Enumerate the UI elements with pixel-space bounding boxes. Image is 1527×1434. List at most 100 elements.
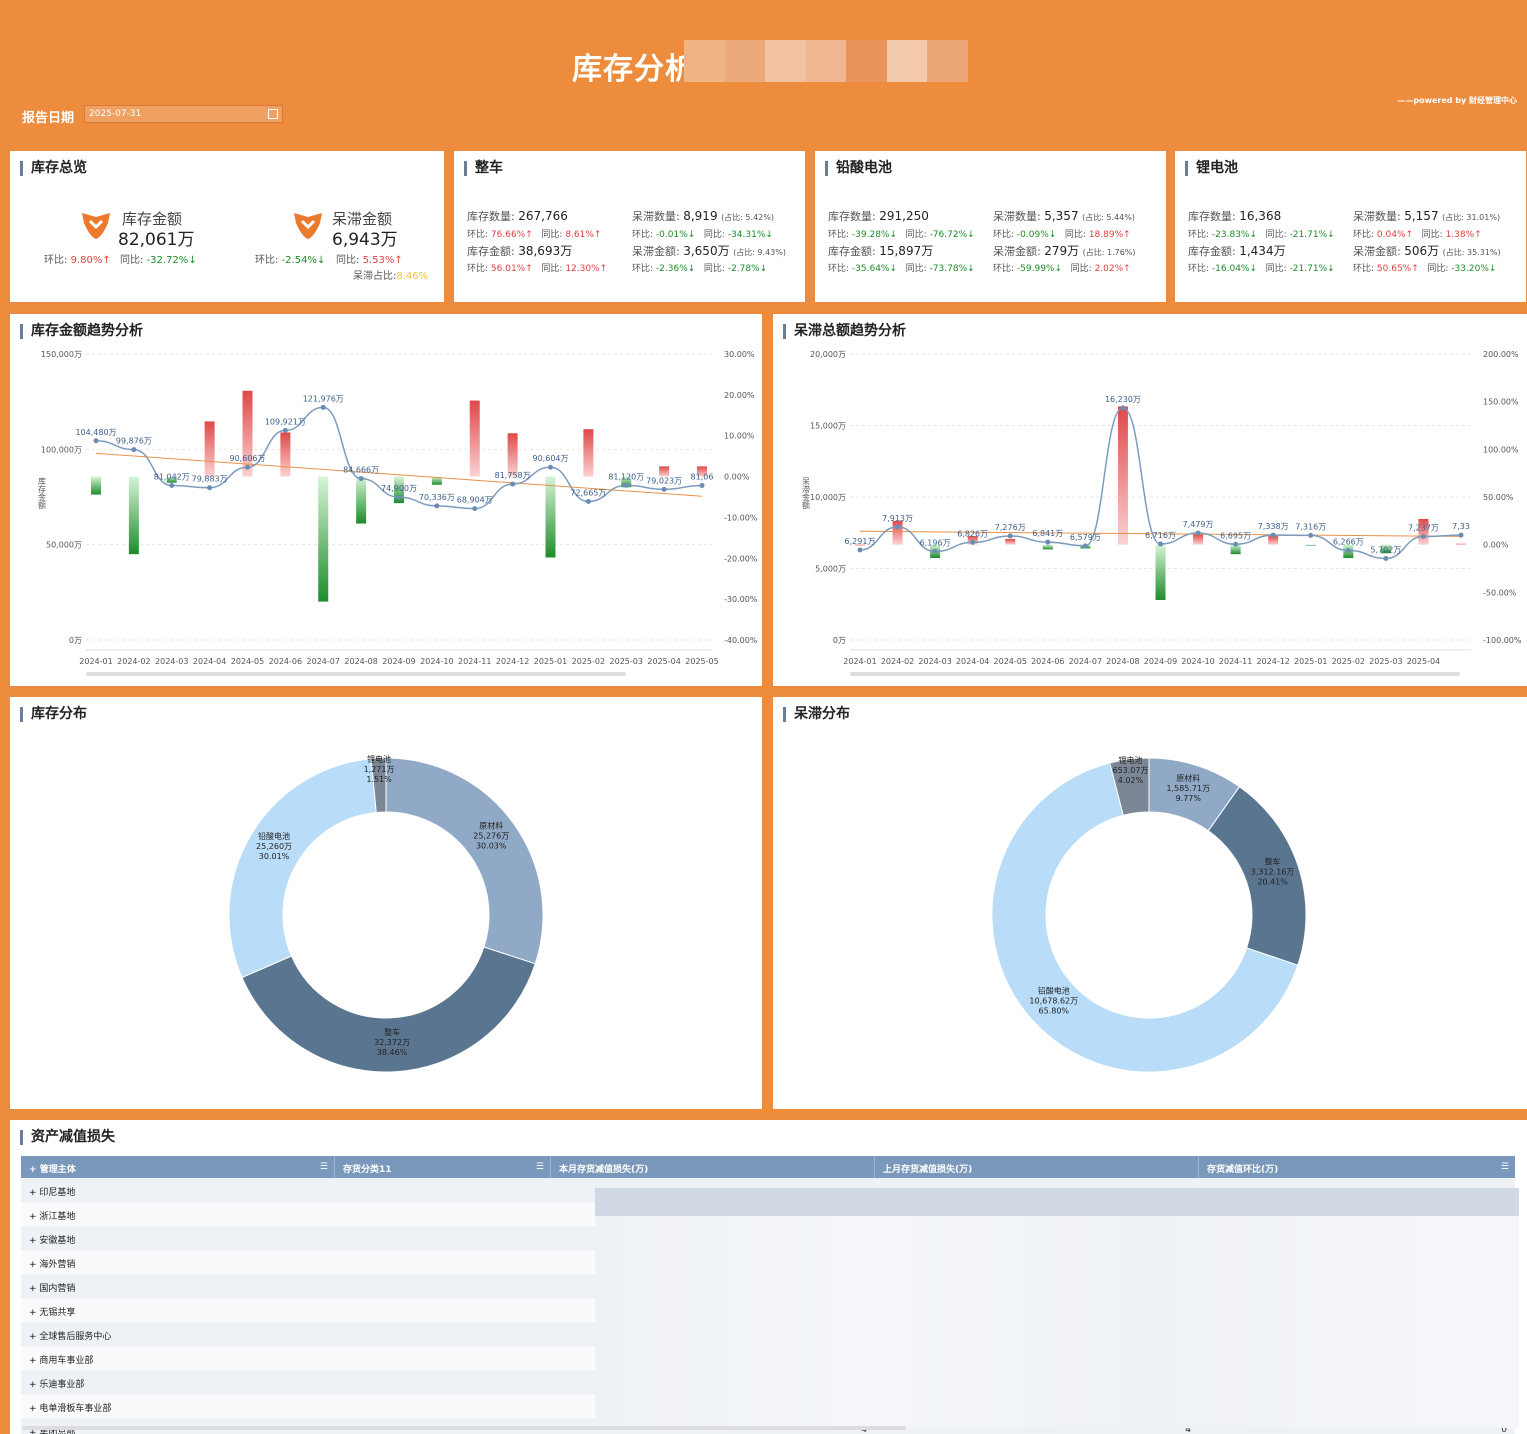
expand-icon[interactable]: + <box>29 1212 37 1222</box>
mom-bar[interactable] <box>1230 544 1241 555</box>
line-point[interactable] <box>1158 541 1163 547</box>
line-point[interactable] <box>1308 532 1314 538</box>
mom-bar[interactable] <box>1456 543 1466 545</box>
mom-bar[interactable] <box>242 390 253 477</box>
column-header[interactable]: 本月存货减值损失(万) <box>551 1156 875 1178</box>
line-point[interactable] <box>434 503 440 509</box>
line-point[interactable] <box>1120 405 1126 411</box>
line-point[interactable] <box>623 482 629 488</box>
expand-icon[interactable]: + <box>29 1308 37 1318</box>
line-point[interactable] <box>358 476 364 482</box>
mom-bar[interactable] <box>431 476 442 485</box>
column-header[interactable]: 存货分类11 ☰ <box>335 1156 551 1178</box>
pie-slice[interactable] <box>241 946 536 1073</box>
mom-bar[interactable] <box>621 476 632 488</box>
sort-icon[interactable]: ☰ <box>1500 1162 1509 1172</box>
line-point[interactable] <box>1458 532 1464 538</box>
mom-bar[interactable] <box>1117 406 1128 545</box>
mom-label: 环比: <box>1188 230 1210 240</box>
expand-icon[interactable]: + <box>29 1284 37 1294</box>
mom-bar[interactable] <box>659 466 670 477</box>
line-point[interactable] <box>1195 530 1201 536</box>
line-point[interactable] <box>93 438 99 444</box>
mom-bar[interactable] <box>1418 518 1429 545</box>
mom-bar[interactable] <box>356 476 367 524</box>
pie-slice[interactable] <box>385 757 544 965</box>
line-point[interactable] <box>1082 543 1088 549</box>
pie-slice[interactable] <box>1109 757 1150 816</box>
line-point[interactable] <box>131 447 137 453</box>
expand-icon[interactable]: + <box>29 1236 37 1246</box>
expand-icon[interactable]: + <box>29 1356 37 1366</box>
mom-bar[interactable] <box>892 520 903 545</box>
chart-scrollbar[interactable] <box>850 672 1460 676</box>
mom-bar[interactable] <box>280 432 291 477</box>
expand-icon[interactable]: + <box>29 1188 37 1198</box>
mom-bar[interactable] <box>1193 534 1204 545</box>
line-point[interactable] <box>1045 539 1051 545</box>
mom-bar[interactable] <box>1268 536 1279 545</box>
mom-bar[interactable] <box>507 433 518 477</box>
x-tick-label: 2024-06 <box>1031 657 1064 666</box>
down-arrow-icon: ↓ <box>1048 230 1057 240</box>
line-point[interactable] <box>1420 534 1426 540</box>
mom-bar[interactable] <box>855 544 865 546</box>
pie-slice[interactable] <box>370 757 387 814</box>
stag-amt-mom-value: -59.99% <box>1016 264 1055 274</box>
mom-bar[interactable] <box>1042 544 1053 550</box>
mom-bar[interactable] <box>1155 544 1166 600</box>
line-point[interactable] <box>857 547 863 553</box>
calendar-icon[interactable] <box>268 109 278 119</box>
mom-bar[interactable] <box>1305 544 1316 546</box>
line-point[interactable] <box>1270 532 1276 538</box>
line-point[interactable] <box>1233 541 1239 547</box>
down-arrow-icon: ↓ <box>759 264 768 274</box>
column-header[interactable]: 存货减值环比(万) ☰ <box>1207 1162 1509 1175</box>
expand-icon[interactable]: + <box>29 1428 37 1434</box>
sort-icon[interactable]: ☰ <box>535 1162 544 1172</box>
line-point[interactable] <box>1007 533 1013 539</box>
line-point[interactable] <box>320 404 326 410</box>
pie-slice[interactable] <box>228 758 377 979</box>
mom-bar[interactable] <box>697 466 707 477</box>
column-header[interactable]: + 管理主体 ☰ <box>21 1156 335 1178</box>
expand-icon[interactable]: + <box>29 1404 37 1414</box>
column-header[interactable]: 上月存货减值损失(万) <box>875 1156 1199 1178</box>
pie-slice[interactable] <box>991 762 1299 1073</box>
mom-bar[interactable] <box>583 429 594 477</box>
line-point[interactable] <box>169 482 175 488</box>
chart-scrollbar[interactable] <box>86 672 626 676</box>
mom-bar[interactable] <box>469 400 480 477</box>
mom-bar[interactable] <box>1380 544 1391 554</box>
line-point[interactable] <box>970 539 976 545</box>
sort-icon[interactable]: ☰ <box>319 1162 328 1172</box>
line-point[interactable] <box>895 524 901 530</box>
line-point[interactable] <box>245 464 250 470</box>
line-point[interactable] <box>699 482 705 488</box>
yoy-label: 同比: <box>703 230 725 240</box>
line-point[interactable] <box>472 506 478 512</box>
line-point[interactable] <box>396 494 402 500</box>
report-date-picker[interactable]: 2025-07-31 <box>84 105 283 123</box>
line-point[interactable] <box>1345 547 1351 553</box>
mom-bar[interactable] <box>1005 538 1016 545</box>
line-point[interactable] <box>661 486 667 492</box>
mom-bar[interactable] <box>394 476 404 504</box>
line-point[interactable] <box>282 427 288 433</box>
expand-icon[interactable]: + <box>29 1332 37 1342</box>
mom-bar[interactable] <box>128 476 139 555</box>
line-point[interactable] <box>932 548 938 554</box>
mom-bar[interactable] <box>545 476 556 558</box>
mom-bar[interactable] <box>204 421 215 477</box>
line-point[interactable] <box>510 481 516 487</box>
line-point[interactable] <box>207 485 213 491</box>
expand-icon[interactable]: + <box>29 1380 37 1390</box>
line-point[interactable] <box>1383 555 1389 561</box>
line-point[interactable] <box>548 464 553 470</box>
mom-bar[interactable] <box>91 476 101 495</box>
line-point[interactable] <box>585 498 591 504</box>
mom-bar[interactable] <box>166 476 177 483</box>
expand-icon[interactable]: + <box>29 1260 37 1270</box>
horizontal-scrollbar[interactable] <box>22 1426 906 1430</box>
mom-bar[interactable] <box>318 476 329 602</box>
